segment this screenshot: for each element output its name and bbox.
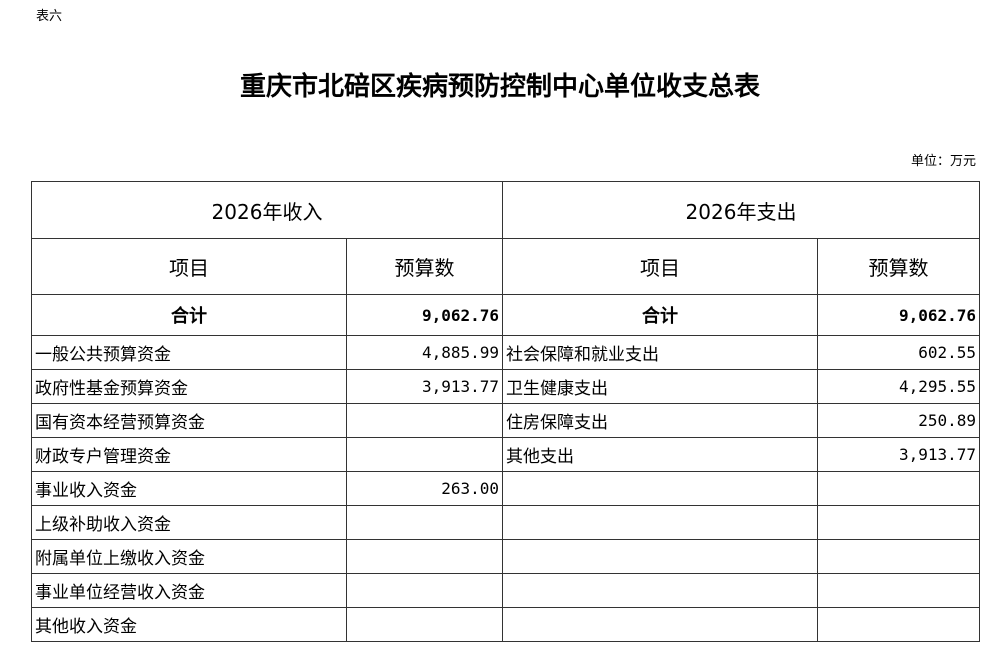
expense-item [502, 471, 818, 506]
income-item: 事业单位经营收入资金 [31, 573, 347, 608]
expense-item: 其他支出 [502, 437, 818, 472]
income-header: 2026年收入 [31, 181, 503, 239]
expense-value [817, 471, 980, 506]
expense-item-header: 项目 [502, 238, 818, 295]
table-row: 事业收入资金 263.00 [31, 471, 980, 506]
expense-item [502, 573, 818, 608]
expense-total-label: 合计 [502, 294, 818, 336]
expense-value: 250.89 [817, 403, 980, 438]
income-value [346, 539, 503, 574]
income-value: 263.00 [346, 471, 503, 506]
income-item: 政府性基金预算资金 [31, 369, 347, 404]
expense-header: 2026年支出 [502, 181, 980, 239]
expense-value [817, 573, 980, 608]
income-value [346, 607, 503, 642]
total-row: 合计 9,062.76 合计 9,062.76 [31, 294, 980, 336]
table-row: 附属单位上缴收入资金 [31, 539, 980, 574]
income-budget-header: 预算数 [346, 238, 503, 295]
income-item: 事业收入资金 [31, 471, 347, 506]
expense-item: 社会保障和就业支出 [502, 335, 818, 370]
expense-item: 住房保障支出 [502, 403, 818, 438]
expense-value: 4,295.55 [817, 369, 980, 404]
expense-value [817, 505, 980, 540]
income-value: 3,913.77 [346, 369, 503, 404]
table-row: 财政专户管理资金 其他支出 3,913.77 [31, 437, 980, 472]
expense-item [502, 607, 818, 642]
table-row: 其他收入资金 [31, 607, 980, 642]
table-row: 一般公共预算资金 4,885.99 社会保障和就业支出 602.55 [31, 335, 980, 370]
income-value [346, 505, 503, 540]
expense-item [502, 539, 818, 574]
expense-value: 3,913.77 [817, 437, 980, 472]
expense-budget-header: 预算数 [817, 238, 980, 295]
expense-total-value: 9,062.76 [817, 294, 980, 336]
table-row: 政府性基金预算资金 3,913.77 卫生健康支出 4,295.55 [31, 369, 980, 404]
column-header-row: 项目 预算数 项目 预算数 [31, 238, 980, 295]
income-item: 上级补助收入资金 [31, 505, 347, 540]
table-row: 上级补助收入资金 [31, 505, 980, 540]
income-item: 国有资本经营预算资金 [31, 403, 347, 438]
income-total-label: 合计 [31, 294, 347, 336]
income-item-header: 项目 [31, 238, 347, 295]
income-item: 一般公共预算资金 [31, 335, 347, 370]
page-title: 重庆市北碚区疾病预防控制中心单位收支总表 [239, 72, 760, 102]
unit-label: 单位：万元 [910, 154, 976, 169]
expense-item [502, 505, 818, 540]
expense-value [817, 539, 980, 574]
budget-table: 2026年收入 2026年支出 项目 预算数 项目 预算数 合计 9,062.7… [31, 181, 980, 642]
income-total-value: 9,062.76 [346, 294, 503, 336]
expense-item: 卫生健康支出 [502, 369, 818, 404]
expense-value [817, 607, 980, 642]
table-row: 事业单位经营收入资金 [31, 573, 980, 608]
income-item: 其他收入资金 [31, 607, 347, 642]
table-row: 国有资本经营预算资金 住房保障支出 250.89 [31, 403, 980, 438]
expense-value: 602.55 [817, 335, 980, 370]
income-value: 4,885.99 [346, 335, 503, 370]
doc-label: 表六 [36, 9, 63, 24]
section-header-row: 2026年收入 2026年支出 [31, 181, 980, 239]
income-item: 财政专户管理资金 [31, 437, 347, 472]
income-value [346, 437, 503, 472]
income-value [346, 573, 503, 608]
income-value [346, 403, 503, 438]
income-item: 附属单位上缴收入资金 [31, 539, 347, 574]
